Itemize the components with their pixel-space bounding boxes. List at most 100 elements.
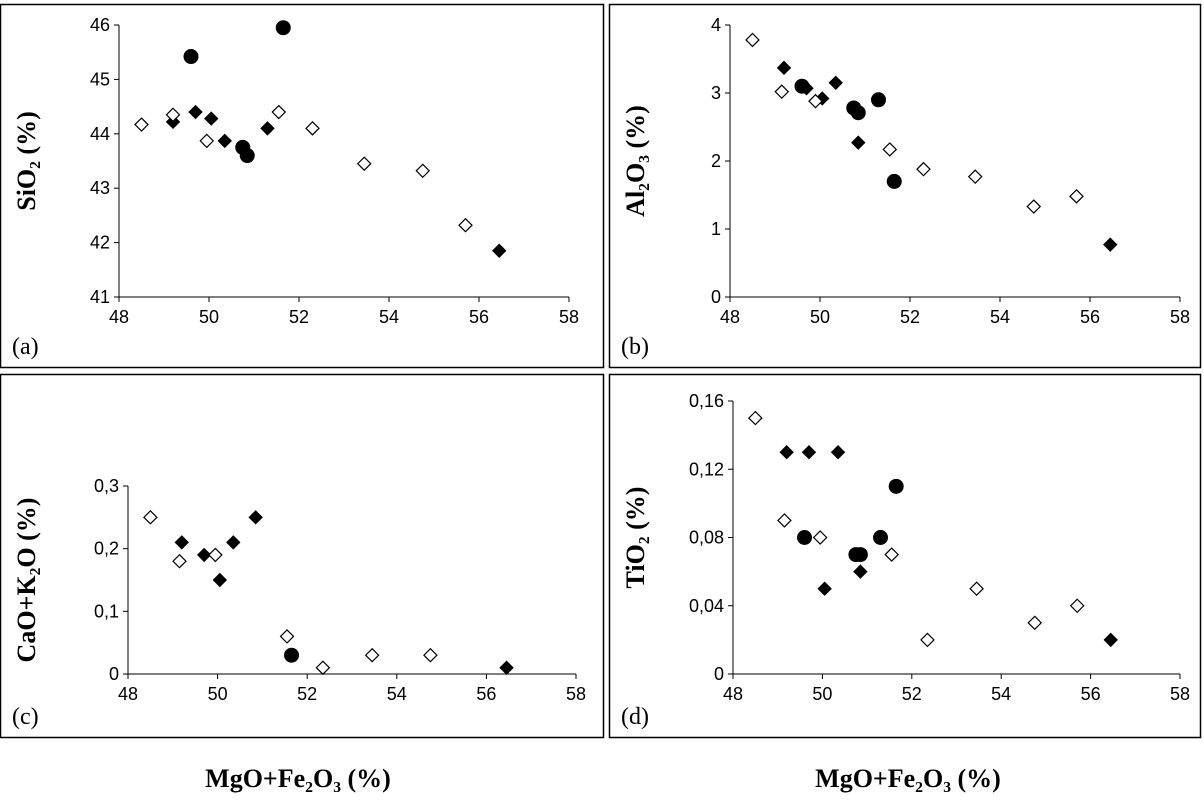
x-tick-label: 56 — [1080, 307, 1100, 327]
chart-panel-0: 48 50 52 54 56 58 41 42 43 44 45 46 SiO₂ (%) (a) — [0, 3, 605, 369]
x-tick-label: 58 — [559, 307, 579, 327]
data-point-circle — [888, 478, 904, 494]
data-point-filled-diamond — [1103, 237, 1118, 252]
y-tick-label: 0 — [714, 664, 724, 684]
y-tick-label: 0 — [109, 664, 119, 684]
y-tick-label: 0,3 — [94, 476, 119, 496]
data-point-circle — [886, 173, 902, 189]
panel-border — [0, 3, 605, 369]
data-point-filled-diamond — [776, 60, 792, 76]
y-tick-label: 0,04 — [689, 596, 724, 616]
x-tick-label: 50 — [199, 307, 219, 327]
data-point-filled-diamond — [174, 535, 189, 550]
data-point-open-diamond — [1069, 189, 1084, 204]
data-point-circle — [850, 105, 866, 121]
data-point-open-diamond — [1027, 615, 1043, 631]
data-point-open-diamond — [279, 629, 295, 644]
x-tick-label: 50 — [208, 684, 228, 704]
data-point-open-diamond — [808, 93, 823, 109]
data-point-filled-diamond — [217, 133, 232, 149]
panel-border — [0, 373, 605, 739]
data-point-filled-diamond — [851, 135, 866, 150]
x-tick-label: 56 — [1081, 684, 1101, 704]
x-tick-label: 52 — [297, 684, 317, 704]
x-tick-label: 54 — [379, 307, 399, 327]
data-point-open-diamond — [916, 161, 931, 177]
x-tick-label: 52 — [900, 307, 920, 327]
panel-label: (b) — [621, 334, 649, 360]
data-point-filled-diamond — [499, 660, 514, 675]
x-tick-label: 58 — [566, 684, 586, 704]
y-tick-label: 42 — [90, 233, 110, 253]
data-point-filled-diamond — [492, 243, 507, 258]
y-tick-label: 46 — [90, 15, 110, 35]
data-point-open-diamond — [199, 133, 215, 149]
data-point-circle — [275, 20, 291, 36]
data-point-open-diamond — [920, 632, 935, 648]
chart-panel-2: 48 50 52 54 56 58 0 0,1 0,2 0,3 CaO+K₂O (%) (c) — [0, 373, 605, 739]
data-point-open-diamond — [208, 547, 223, 563]
data-point-circle — [239, 148, 255, 164]
data-point-open-diamond — [364, 647, 380, 663]
data-point-open-diamond — [143, 509, 158, 525]
y-tick-label: 2 — [711, 151, 721, 171]
x-tick-label: 58 — [1170, 684, 1190, 704]
y-axis-title: SiO₂ (%) — [12, 111, 41, 211]
data-point-open-diamond — [172, 553, 187, 569]
data-point-open-diamond — [458, 217, 473, 233]
data-point-open-diamond — [423, 647, 438, 663]
panel-border — [608, 3, 1202, 369]
data-point-circle — [183, 49, 199, 65]
panel-label: (d) — [621, 704, 649, 730]
y-tick-label: 0,2 — [94, 539, 119, 559]
y-tick-label: 41 — [90, 287, 110, 307]
data-point-open-diamond — [745, 32, 760, 48]
x-tick-label: 50 — [812, 684, 832, 704]
data-point-filled-diamond — [260, 121, 275, 136]
data-point-filled-diamond — [779, 444, 794, 460]
x-tick-label: 56 — [476, 684, 496, 704]
data-point-open-diamond — [1069, 598, 1085, 614]
data-point-open-diamond — [1026, 199, 1042, 214]
data-point-filled-diamond — [830, 444, 846, 460]
data-point-filled-diamond — [212, 572, 228, 588]
data-point-filled-diamond — [817, 581, 832, 596]
y-tick-label: 0,12 — [689, 459, 724, 479]
data-point-filled-diamond — [853, 564, 868, 579]
data-point-filled-diamond — [196, 547, 212, 563]
data-point-open-diamond — [777, 513, 792, 528]
y-tick-label: 1 — [711, 219, 721, 239]
data-point-open-diamond — [315, 660, 331, 676]
x-axis-title-left: MgO+Fe₂O₃ (%) — [205, 764, 391, 793]
x-tick-label: 58 — [1170, 307, 1190, 327]
y-tick-label: 43 — [90, 178, 110, 198]
data-point-open-diamond — [967, 169, 983, 184]
data-point-circle — [871, 92, 886, 108]
data-point-open-diamond — [969, 581, 984, 597]
data-point-open-diamond — [165, 107, 181, 123]
y-tick-label: 0 — [711, 287, 721, 307]
data-point-filled-diamond — [801, 444, 817, 460]
data-point-open-diamond — [415, 163, 431, 179]
x-tick-label: 52 — [902, 684, 922, 704]
data-point-open-diamond — [305, 121, 320, 136]
y-tick-label: 0,16 — [689, 391, 724, 411]
x-tick-label: 56 — [469, 307, 489, 327]
y-tick-label: 44 — [90, 124, 110, 144]
data-point-open-diamond — [748, 410, 763, 426]
data-point-open-diamond — [774, 84, 790, 99]
x-tick-label: 54 — [991, 684, 1011, 704]
data-point-circle — [797, 530, 813, 545]
data-point-filled-diamond — [828, 75, 843, 91]
x-tick-label: 48 — [109, 307, 129, 327]
x-tick-label: 48 — [723, 684, 743, 704]
chart-panel-1: 48 50 52 54 56 58 0 1 2 3 4 Al₂O₃ (%) (b) — [608, 3, 1202, 369]
data-point-circle — [794, 78, 810, 94]
data-point-filled-diamond — [188, 104, 203, 120]
data-point-filled-diamond — [248, 510, 263, 525]
data-point-open-diamond — [134, 117, 149, 132]
x-tick-label: 54 — [387, 684, 407, 704]
y-tick-label: 0,08 — [689, 528, 724, 548]
data-point-circle — [284, 647, 300, 663]
